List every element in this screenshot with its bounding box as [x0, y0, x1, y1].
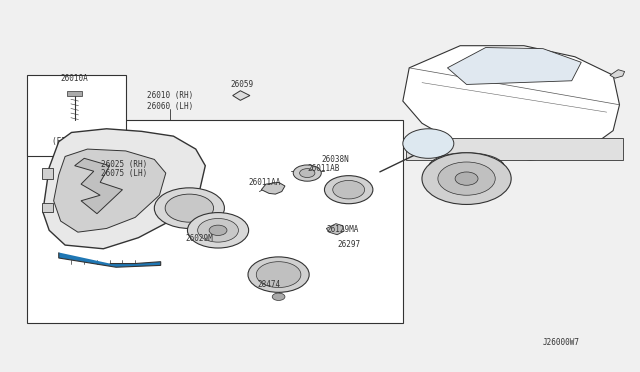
- Circle shape: [422, 153, 511, 205]
- Bar: [42, 203, 53, 212]
- Text: 26011AB: 26011AB: [308, 164, 340, 173]
- Text: 26038N: 26038N: [321, 154, 349, 164]
- Text: 26011AA: 26011AA: [248, 178, 281, 187]
- Circle shape: [165, 194, 214, 222]
- Bar: [27, 119, 403, 323]
- Text: J26000W7: J26000W7: [542, 339, 579, 347]
- Polygon shape: [233, 91, 250, 100]
- Circle shape: [272, 293, 285, 301]
- Text: (FIX BOLT): (FIX BOLT): [52, 137, 98, 146]
- Text: 26059: 26059: [230, 80, 254, 89]
- Polygon shape: [75, 158, 122, 214]
- Text: 26060 (LH): 26060 (LH): [147, 102, 193, 111]
- Polygon shape: [610, 70, 625, 78]
- Bar: [406, 138, 623, 160]
- Polygon shape: [447, 48, 581, 84]
- Text: 26029M: 26029M: [185, 234, 213, 243]
- Text: 28474: 28474: [257, 280, 280, 289]
- Text: 26129MA: 26129MA: [326, 225, 358, 234]
- Polygon shape: [59, 253, 161, 267]
- Polygon shape: [403, 46, 620, 160]
- Text: 26025 (RH): 26025 (RH): [101, 160, 147, 169]
- Circle shape: [188, 212, 248, 248]
- Circle shape: [300, 169, 315, 177]
- Polygon shape: [326, 224, 344, 235]
- Text: 26297: 26297: [337, 240, 360, 249]
- Circle shape: [256, 262, 301, 288]
- Text: 26010A: 26010A: [61, 74, 88, 83]
- Circle shape: [333, 180, 365, 199]
- Circle shape: [248, 257, 309, 292]
- Text: 26010 (RH): 26010 (RH): [147, 91, 193, 100]
- Circle shape: [154, 188, 225, 228]
- Circle shape: [403, 129, 454, 158]
- Circle shape: [438, 162, 495, 195]
- Bar: [27, 75, 125, 157]
- Circle shape: [324, 176, 373, 204]
- Circle shape: [198, 218, 239, 242]
- Bar: [67, 91, 83, 96]
- Polygon shape: [261, 182, 285, 194]
- Polygon shape: [43, 129, 205, 249]
- Circle shape: [455, 172, 478, 185]
- Text: 26075 (LH): 26075 (LH): [101, 169, 147, 177]
- Circle shape: [209, 225, 227, 235]
- Polygon shape: [54, 149, 166, 232]
- Circle shape: [293, 165, 321, 181]
- Bar: [42, 168, 53, 179]
